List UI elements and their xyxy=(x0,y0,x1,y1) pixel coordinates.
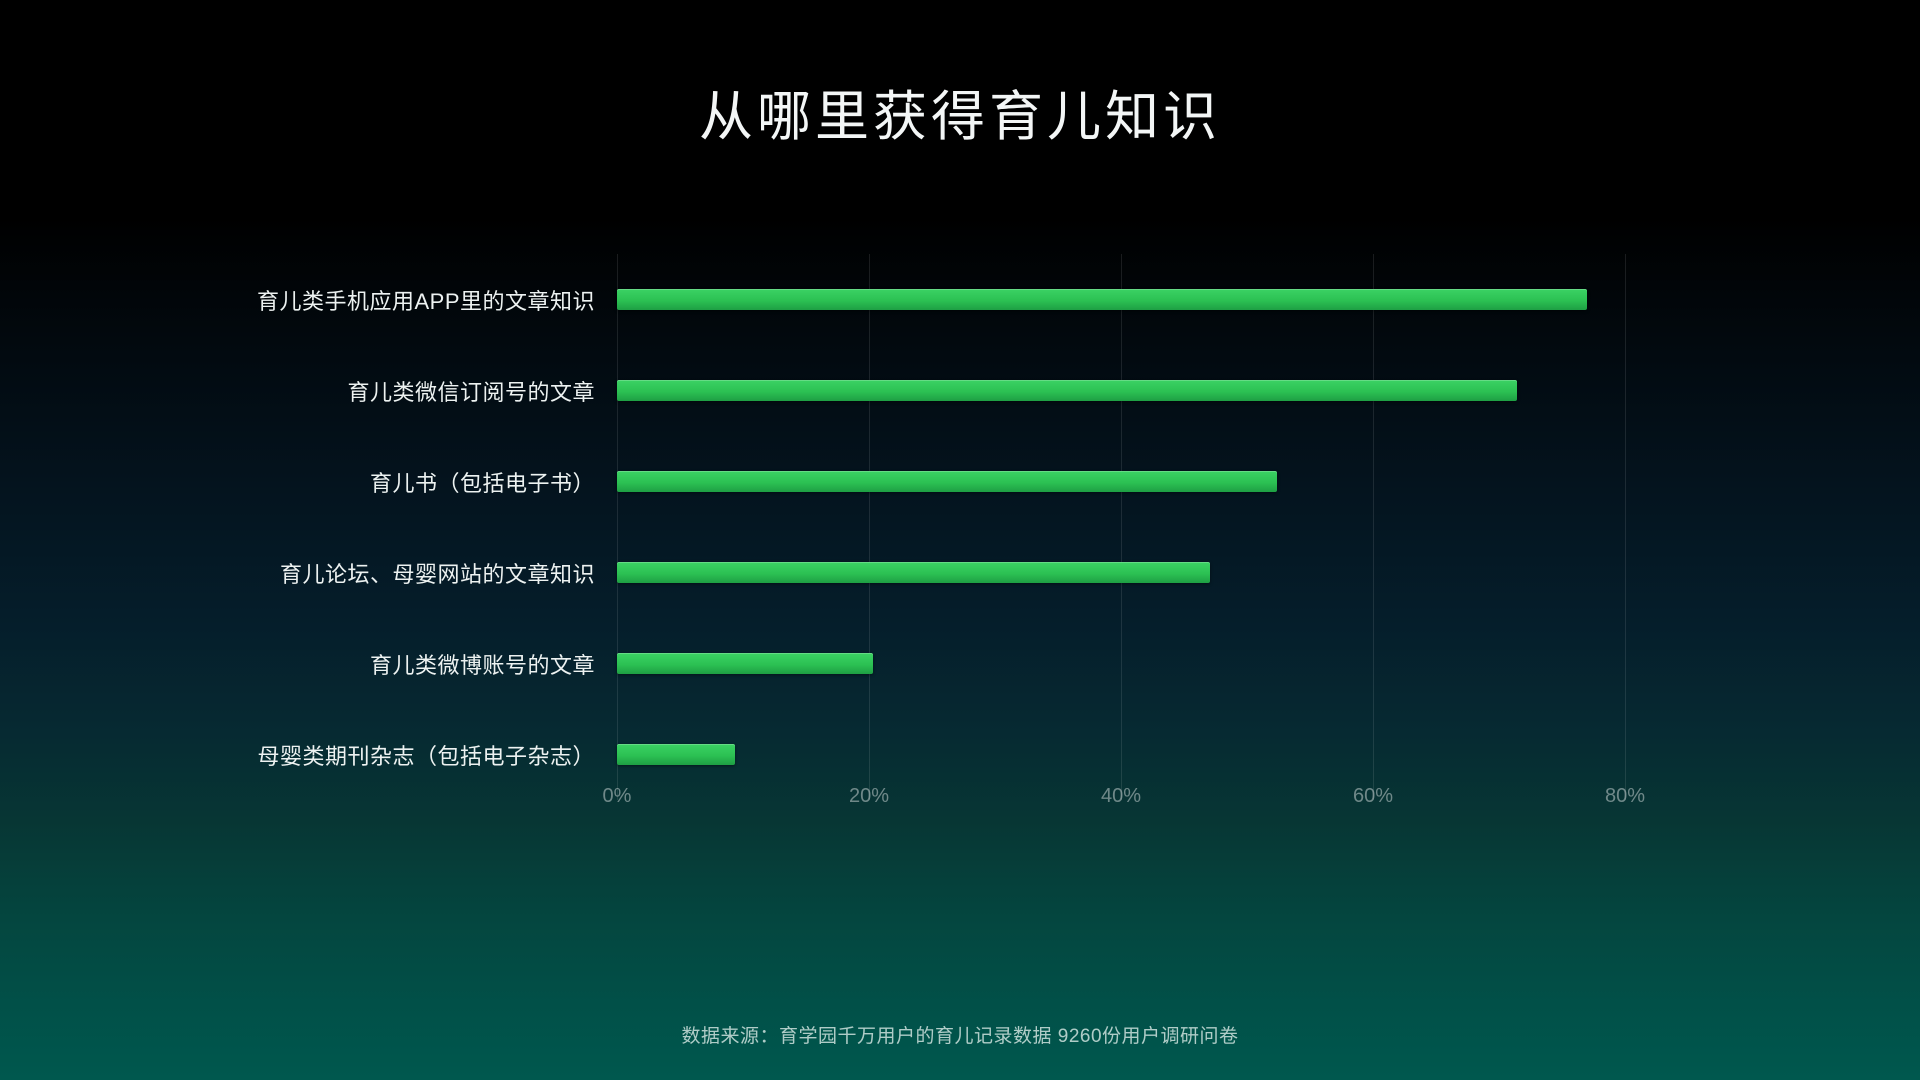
x-tick-label: 80% xyxy=(1604,785,1646,807)
x-tick-label: 40% xyxy=(1100,785,1142,807)
x-axis: 0% 20% 40% 60% 80% xyxy=(603,784,1727,808)
gridline xyxy=(617,254,618,800)
chart-row: 育儿论坛、母婴网站的文章知识 xyxy=(0,527,1920,618)
bar-track xyxy=(617,289,1920,310)
chart-row: 育儿书（包括电子书） xyxy=(0,436,1920,527)
chart-title: 从哪里获得育儿知识 xyxy=(699,87,1221,147)
x-tick-label: 20% xyxy=(848,785,890,807)
bar xyxy=(617,653,873,674)
gridline xyxy=(1373,254,1374,800)
bar-track xyxy=(617,562,1920,583)
bar xyxy=(617,562,1211,583)
category-label: 育儿书（包括电子书） xyxy=(369,470,595,496)
bar-track xyxy=(617,653,1920,674)
category-label: 育儿类手机应用APP里的文章知识 xyxy=(256,288,595,314)
x-tick-label: 60% xyxy=(1352,785,1394,807)
category-label: 育儿类微信订阅号的文章 xyxy=(347,379,595,405)
chart-row: 育儿类手机应用APP里的文章知识 xyxy=(0,254,1920,345)
bar xyxy=(617,380,1517,401)
bar xyxy=(617,471,1278,492)
bar-track xyxy=(617,380,1920,401)
bar xyxy=(617,289,1588,310)
category-label: 母婴类期刊杂志（包括电子杂志） xyxy=(257,743,595,769)
bar-track xyxy=(617,471,1920,492)
chart-rows: 育儿类手机应用APP里的文章知识育儿类微信订阅号的文章育儿书（包括电子书） 育儿论… xyxy=(0,254,1920,800)
chart-row: 育儿类微信订阅号的文章 xyxy=(0,345,1920,436)
chart-row: 母婴类期刊杂志（包括电子杂志） xyxy=(0,709,1920,800)
category-label: 育儿类微博账号的文章 xyxy=(369,652,595,678)
data-source-note: 数据来源：育学园千万用户的育儿记录数据 9260份用户调研问卷 xyxy=(681,1026,1239,1047)
chart-row: 育儿类微博账号的文章 xyxy=(0,618,1920,709)
category-label: 育儿论坛、母婴网站的文章知识 xyxy=(279,561,595,587)
gridline xyxy=(869,254,870,800)
bar-track xyxy=(617,744,1920,765)
plot-area xyxy=(617,254,1727,800)
bar xyxy=(617,744,736,765)
x-tick-label: 0% xyxy=(602,785,632,807)
gridline xyxy=(1625,254,1626,800)
gridline xyxy=(1121,254,1122,800)
